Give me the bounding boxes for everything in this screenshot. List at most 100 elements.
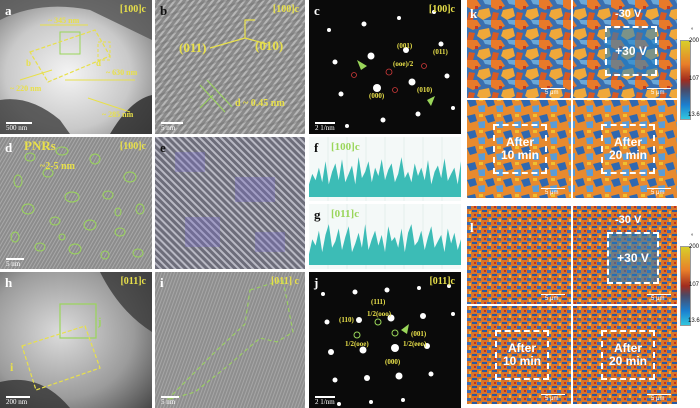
panel-d-label: d <box>5 140 13 155</box>
panel-h-box-i-label: i <box>10 360 14 374</box>
panel-d: d PNRs [100]c ~2-5 nm 5 nm <box>0 137 152 269</box>
panel-e-ifft-image <box>155 137 305 269</box>
panel-d-pnr-image <box>0 137 152 269</box>
panel-g-plot-area <box>309 204 461 269</box>
panel-k: k -30 V +30 V After 10 min After 20 min 5 … <box>467 0 700 202</box>
panel-g-intensity-profile <box>309 204 461 269</box>
panel-j-spot-001: (001) <box>411 330 427 338</box>
panel-d-title-pnrs: PNRs <box>24 138 56 153</box>
panel-h-box-j <box>59 303 97 339</box>
panel-g: g [011]c <box>309 204 461 269</box>
panel-d-scale-text: 5 nm <box>6 260 21 268</box>
panel-k-label: k <box>470 6 478 21</box>
panel-j-scale-text: 2 1/nm <box>315 398 335 406</box>
panel-j-spot-000: (000) <box>385 358 401 366</box>
panel-b-hrtem-image <box>155 0 305 134</box>
panel-f-label: f <box>314 140 319 155</box>
panel-l-pfm-maps <box>467 206 677 404</box>
panel-f-intensity-profile <box>309 137 461 201</box>
intensity-profile-fill <box>309 224 461 265</box>
panel-k-colorbar-mid: 107 <box>689 76 700 82</box>
panel-j-spot-half-ooe: 1/2(ooe) <box>345 340 369 348</box>
panel-c-spot-000: (000) <box>369 92 385 100</box>
panel-j-spot-half-eeo: 1/2(eeo) <box>403 340 427 348</box>
panel-a-dim-220: ~ 220 nm <box>10 84 42 93</box>
intensity-profile-fill <box>309 157 461 197</box>
panel-g-label: g <box>314 207 321 222</box>
panel-c-zone-axis: [100]c <box>428 4 455 15</box>
panel-h-zone-axis: [011]c <box>120 276 146 287</box>
panel-k-pfm-maps <box>467 0 677 198</box>
panel-a-tem-image <box>0 0 152 134</box>
panel-l-colorbar-mid: 107 <box>689 282 700 288</box>
panel-b-plane-011: (011) <box>179 40 207 55</box>
panel-j-zone-axis: [011]c <box>429 276 455 287</box>
panel-h: h [011]c j i 200 nm <box>0 272 152 408</box>
panel-b-scale-text: 5 nm <box>161 124 176 132</box>
panel-c-spot-010: (010) <box>417 86 433 94</box>
panel-c-saed-pattern <box>327 10 455 128</box>
panel-j-saed-pattern <box>321 284 455 406</box>
panel-i-label: i <box>160 275 164 290</box>
panel-g-zone-axis: [011]c <box>331 208 360 220</box>
panel-h-box-j-label: j <box>98 317 102 328</box>
panel-l-colorbar <box>680 246 691 326</box>
panel-l-after10-box: After 10 min <box>495 330 549 380</box>
panel-h-box-i <box>21 325 101 391</box>
panel-b: b [100]c (011) (010) d ~ 0.45 nm 5 nm <box>155 0 305 134</box>
panel-c-spot-011: (011) <box>433 48 448 56</box>
panel-k-after20-box: After 20 min <box>601 124 655 174</box>
panel-h-scale-text: 200 nm <box>6 398 28 406</box>
panel-i-scale-text: 5 nm <box>161 398 176 406</box>
panel-l-minus30v: -30 V <box>615 214 642 226</box>
panel-h-label: h <box>5 275 13 290</box>
panel-e-label: e <box>160 140 166 155</box>
panel-j: j [011]c (111) 1/2(ooo) (110) 1/2(ooe) (… <box>309 272 461 408</box>
panel-k-colorbar-unit: ° <box>691 28 694 34</box>
panel-f-plot-area <box>309 137 461 201</box>
panel-l-colorbar-top: 200 <box>689 244 700 250</box>
panel-k-colorbar-top: 200 <box>689 38 700 44</box>
panel-d-scale-bar <box>6 258 24 260</box>
panel-a-box-b-label: b <box>26 58 32 68</box>
panel-j-spot-111: (111) <box>371 298 386 306</box>
panel-f-zone-axis: [100]c <box>331 141 360 153</box>
panel-e: e <box>155 137 305 269</box>
panel-a: a [100]c ~ 345 nm b d ~ 630 nm ~ 220 nm … <box>0 0 152 134</box>
panel-i-scale-bar <box>161 396 179 398</box>
panel-l-label: l <box>470 220 474 235</box>
panel-c-label: c <box>314 3 320 18</box>
panel-k-plus30v-box: +30 V <box>605 26 657 76</box>
panel-b-scale-bar <box>161 122 183 124</box>
panel-a-zone-axis: [100]c <box>119 4 146 15</box>
panel-a-box-d-label: d <box>96 58 102 68</box>
panel-a-region-b-box <box>59 31 81 55</box>
panel-a-dim-285: ~ 285 nm <box>102 110 134 119</box>
panel-l: l -30 V +30 V After 10 min After 20 min 5 … <box>467 206 700 408</box>
panel-j-scale-bar <box>315 396 335 398</box>
panel-k-colorbar-bot: 13.6 <box>688 112 700 118</box>
panel-a-label: a <box>5 3 12 18</box>
panel-c-spot-ooe: (ooe)/2 <box>393 60 414 68</box>
panel-d-zone-axis: [100]c <box>119 141 146 152</box>
panel-l-colorbar-bot: 13.6 <box>688 318 700 324</box>
panel-b-zone-axis: [100]c <box>272 4 299 15</box>
panel-i-dashed-outline <box>165 279 294 402</box>
panel-j-label: j <box>314 275 319 290</box>
panel-f: f [100]c <box>309 137 461 201</box>
panel-c-spot-001: (001) <box>397 42 413 50</box>
panel-j-spot-half-ooo: 1/2(ooo) <box>367 310 392 318</box>
panel-l-plus30v-box: +30 V <box>607 232 659 284</box>
panel-h-tem-image <box>0 272 152 408</box>
panel-j-spot-110: (110) <box>339 316 354 324</box>
panel-c-scale-text: 2 1/nm <box>315 124 335 132</box>
panel-k-after10-box: After 10 min <box>493 124 547 174</box>
panel-k-minus30v: -30 V <box>615 8 642 20</box>
panel-b-plane-010: (010) <box>255 38 284 53</box>
panel-i-hrtem-image <box>155 272 305 408</box>
panel-a-scale-text: 500 nm <box>6 124 28 132</box>
panel-b-spacing: d ~ 0.45 nm <box>235 98 285 109</box>
panel-a-dim-630: ~ 630 nm <box>106 68 138 77</box>
panel-a-scale-bar <box>6 122 32 124</box>
panel-i-zone-axis: [011] c <box>270 276 299 287</box>
